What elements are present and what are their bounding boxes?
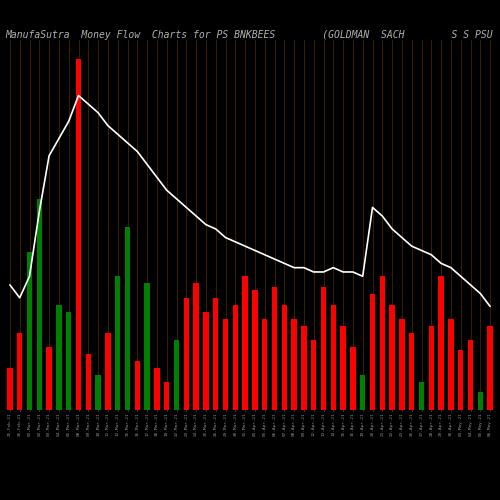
Bar <box>330 304 336 410</box>
Bar <box>399 318 404 410</box>
Bar <box>428 326 434 410</box>
Bar <box>272 287 277 410</box>
Bar <box>184 298 189 410</box>
Bar <box>301 326 306 410</box>
Bar <box>438 276 444 410</box>
Bar <box>311 340 316 410</box>
Bar <box>96 375 101 410</box>
Bar <box>134 361 140 410</box>
Bar <box>203 312 208 410</box>
Bar <box>458 350 464 410</box>
Bar <box>164 382 170 410</box>
Bar <box>390 304 395 410</box>
Bar <box>105 332 110 410</box>
Bar <box>174 340 179 410</box>
Bar <box>125 227 130 410</box>
Text: ManufaSutra  Money Flow  Charts for PS BNKBEES        (GOLDMAN  SACH        S S : ManufaSutra Money Flow Charts for PS BNK… <box>5 30 492 40</box>
Bar <box>448 318 454 410</box>
Bar <box>262 318 268 410</box>
Bar <box>360 375 366 410</box>
Bar <box>370 294 375 410</box>
Bar <box>17 332 22 410</box>
Bar <box>321 287 326 410</box>
Bar <box>46 346 52 410</box>
Bar <box>242 276 248 410</box>
Bar <box>76 58 81 410</box>
Bar <box>27 252 32 410</box>
Bar <box>409 332 414 410</box>
Bar <box>213 298 218 410</box>
Bar <box>86 354 91 410</box>
Bar <box>282 304 287 410</box>
Bar <box>194 284 199 410</box>
Bar <box>115 276 120 410</box>
Bar <box>66 312 71 410</box>
Bar <box>488 326 493 410</box>
Bar <box>419 382 424 410</box>
Bar <box>144 284 150 410</box>
Bar <box>7 368 12 410</box>
Bar <box>252 290 258 410</box>
Bar <box>350 346 356 410</box>
Bar <box>340 326 346 410</box>
Bar <box>36 199 42 410</box>
Bar <box>232 304 238 410</box>
Bar <box>154 368 160 410</box>
Bar <box>56 304 62 410</box>
Bar <box>292 318 297 410</box>
Bar <box>478 392 483 410</box>
Bar <box>223 318 228 410</box>
Bar <box>380 276 385 410</box>
Bar <box>468 340 473 410</box>
